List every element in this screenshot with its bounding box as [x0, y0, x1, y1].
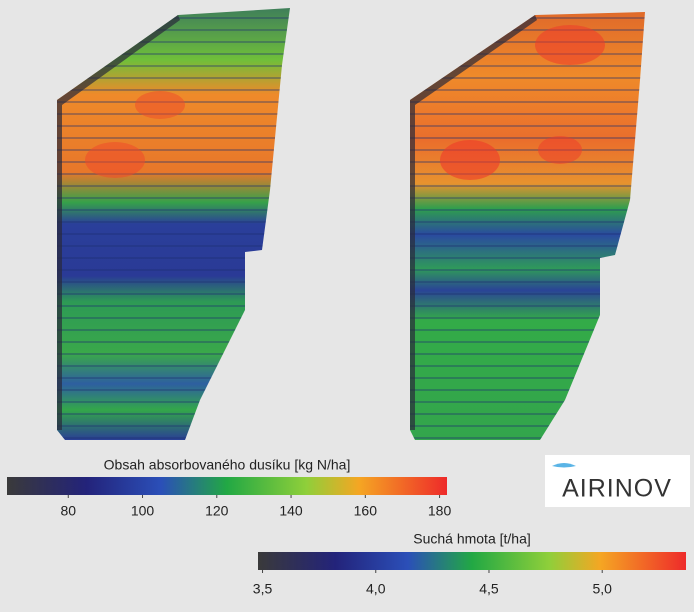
colorbar-tick-label: 4,0	[366, 581, 386, 597]
logo: AIRINOV	[545, 455, 690, 507]
colorbar-title: Obsah absorbovaného dusíku [kg N/ha]	[104, 457, 351, 473]
figure: AIRINOV Obsah absorbovaného dusíku [kg N…	[0, 0, 694, 612]
colorbar-tick-label: 5,0	[592, 581, 612, 597]
colorbar-tick-label: 140	[279, 503, 303, 519]
field-map-dry-matter	[410, 12, 645, 440]
colorbar-tick-label: 4,5	[479, 581, 499, 597]
logo-text: AIRINOV	[562, 475, 672, 503]
colorbar-title: Suchá hmota [t/ha]	[413, 531, 531, 547]
colorbar-tick-label: 3,5	[253, 581, 273, 597]
colorbar-tick-label: 80	[60, 503, 76, 519]
colorbar	[258, 552, 686, 570]
colorbar-tick-label: 100	[131, 503, 155, 519]
field-map-nitrogen	[57, 8, 290, 440]
colorbar	[7, 477, 447, 495]
colorbar-tick-label: 120	[205, 503, 229, 519]
colorbar-tick-label: 160	[354, 503, 378, 519]
colorbar-tick-label: 180	[428, 503, 452, 519]
